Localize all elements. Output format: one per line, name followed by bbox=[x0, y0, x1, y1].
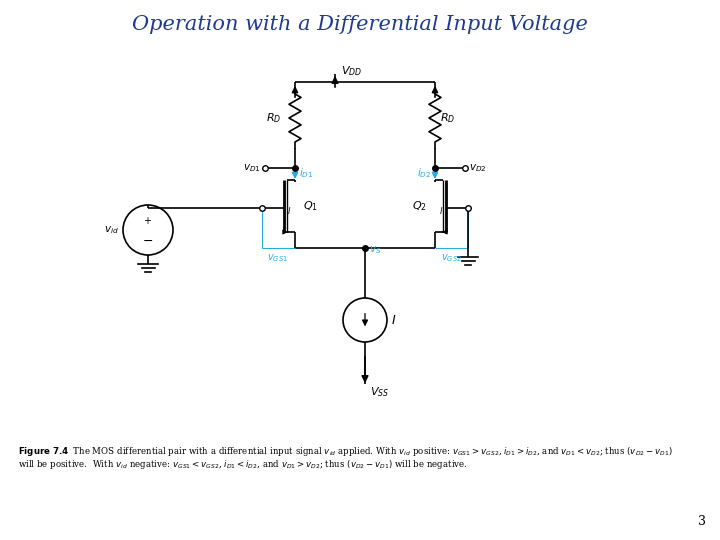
Text: $\bf{Figure\ 7.4}$  The MOS differential pair with a differential input signal $: $\bf{Figure\ 7.4}$ The MOS differential … bbox=[18, 445, 672, 458]
Text: Operation with a Differential Input Voltage: Operation with a Differential Input Volt… bbox=[132, 16, 588, 35]
Text: $v_{D2}$: $v_{D2}$ bbox=[469, 162, 487, 174]
Text: $l$: $l$ bbox=[438, 206, 443, 217]
Text: $R_D$: $R_D$ bbox=[440, 111, 455, 125]
Text: $i_{D2}$: $i_{D2}$ bbox=[417, 166, 431, 180]
Text: $V_{DD}$: $V_{DD}$ bbox=[341, 64, 362, 78]
Text: will be positive.  With $v_{id}$ negative: $v_{GS1} < v_{GS2}$, $i_{D1} < i_{D2}: will be positive. With $v_{id}$ negative… bbox=[18, 458, 468, 471]
Text: $R_D$: $R_D$ bbox=[266, 111, 281, 125]
Text: $-$: $-$ bbox=[143, 233, 153, 246]
Text: $Q_2$: $Q_2$ bbox=[412, 199, 427, 213]
Text: $v_S$: $v_S$ bbox=[369, 244, 382, 256]
Text: $V_{SS}$: $V_{SS}$ bbox=[370, 385, 390, 399]
Text: $I$: $I$ bbox=[391, 314, 396, 327]
Text: $v_{id}$: $v_{id}$ bbox=[104, 224, 119, 236]
Text: $l$: $l$ bbox=[287, 206, 292, 217]
Text: $v_{GS1}$: $v_{GS1}$ bbox=[268, 252, 289, 264]
Text: $i_{D1}$: $i_{D1}$ bbox=[299, 166, 313, 180]
Text: 3: 3 bbox=[698, 515, 706, 528]
Text: $v_{GS2}$: $v_{GS2}$ bbox=[441, 252, 462, 264]
Text: $Q_1$: $Q_1$ bbox=[303, 199, 318, 213]
Text: $+$: $+$ bbox=[143, 214, 153, 226]
Text: $v_{D1}$: $v_{D1}$ bbox=[243, 162, 261, 174]
